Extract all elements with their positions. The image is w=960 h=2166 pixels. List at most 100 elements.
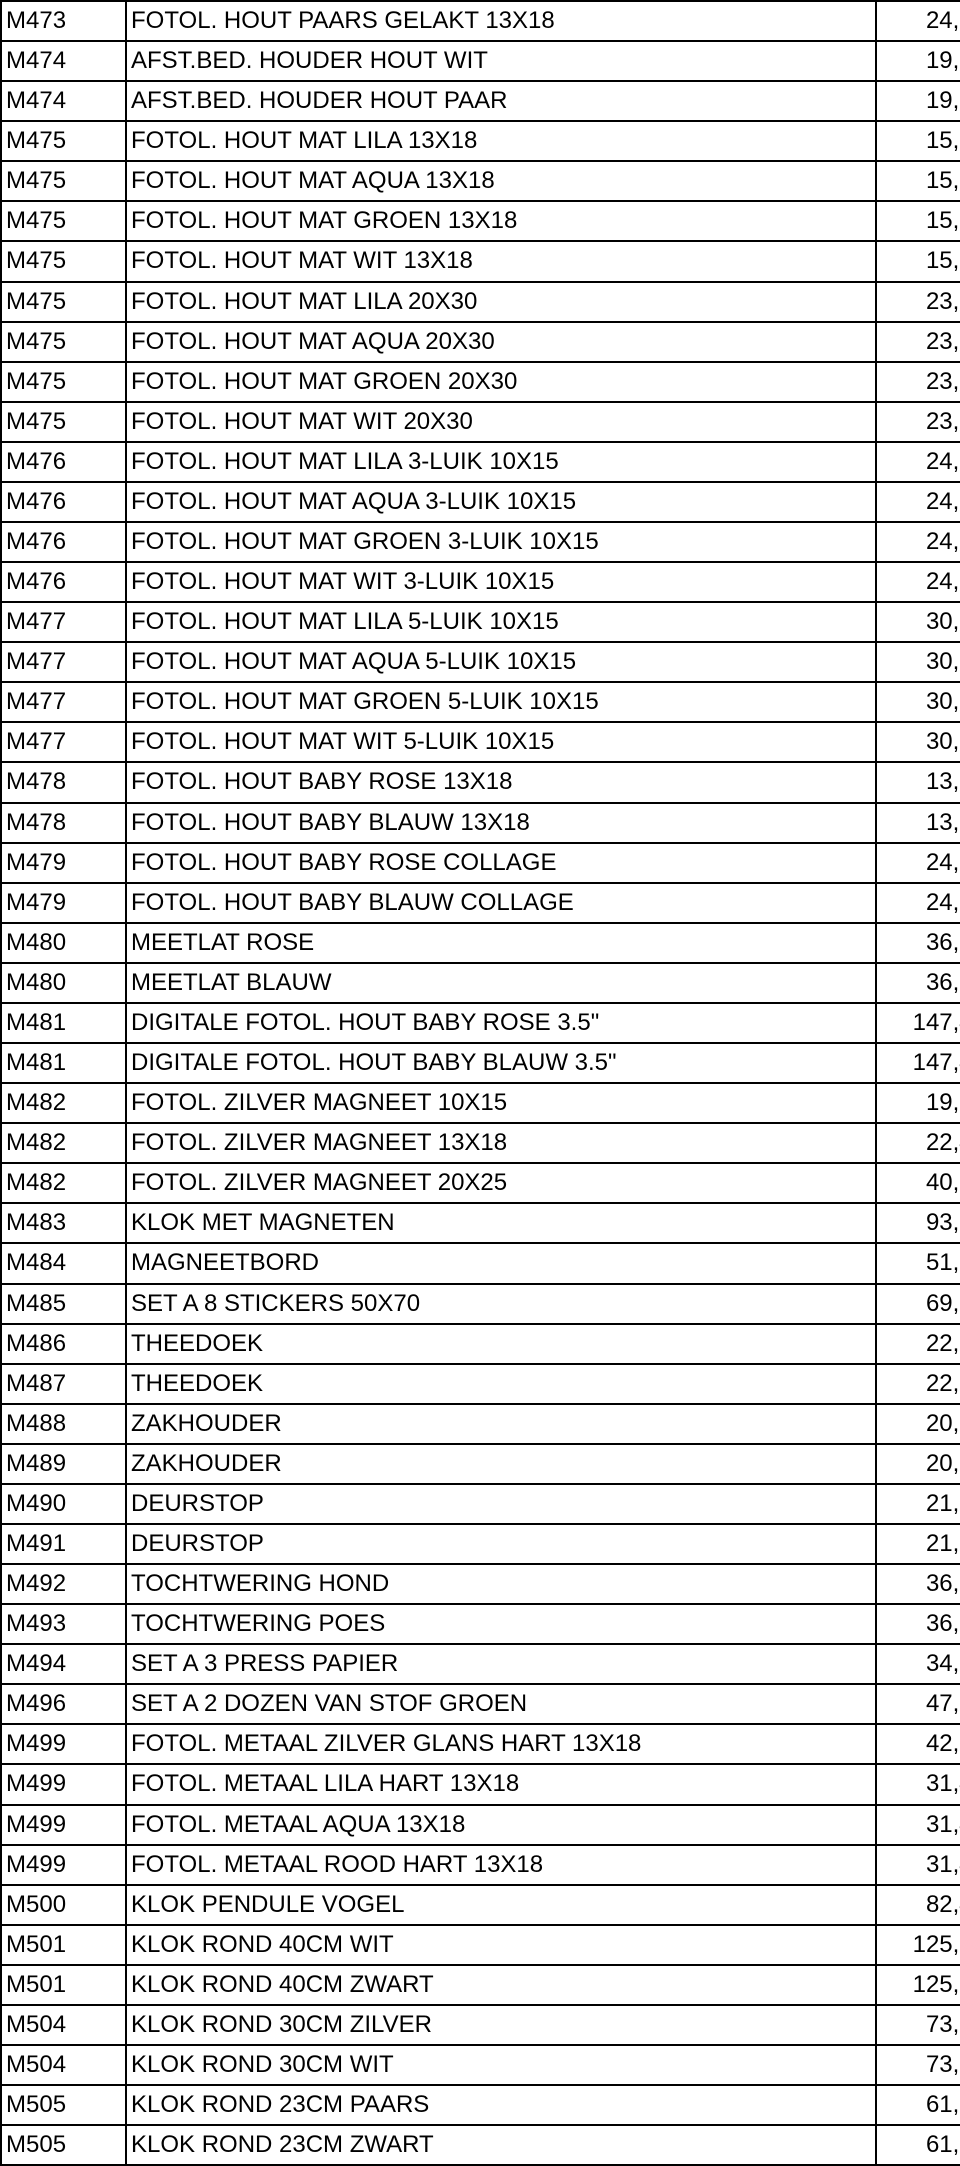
cell-price: 21,90 bbox=[876, 1524, 960, 1564]
cell-code: M492 bbox=[1, 1564, 126, 1604]
cell-desc: FOTOL. ZILVER MAGNEET 20X25 bbox=[126, 1163, 876, 1203]
table-row: M499FOTOL. METAAL LILA HART 13X1831,45 bbox=[1, 1764, 960, 1804]
cell-code: M501 bbox=[1, 1965, 126, 2005]
table-row: M475FOTOL. HOUT MAT AQUA 13X1815,05 bbox=[1, 161, 960, 201]
cell-price: 20,80 bbox=[876, 1404, 960, 1444]
cell-code: M505 bbox=[1, 2125, 126, 2165]
table-row: M490DEURSTOP21,90 bbox=[1, 1484, 960, 1524]
cell-price: 24,10 bbox=[876, 883, 960, 923]
table-row: M477FOTOL. HOUT MAT GROEN 5-LUIK 10X1530… bbox=[1, 682, 960, 722]
cell-code: M489 bbox=[1, 1444, 126, 1484]
cell-desc: FOTOL. ZILVER MAGNEET 13X18 bbox=[126, 1123, 876, 1163]
table-row: M488ZAKHOUDER20,80 bbox=[1, 1404, 960, 1444]
cell-desc: FOTOL. HOUT BABY BLAUW 13X18 bbox=[126, 803, 876, 843]
cell-price: 93,50 bbox=[876, 1203, 960, 1243]
cell-code: M475 bbox=[1, 322, 126, 362]
cell-code: M487 bbox=[1, 1364, 126, 1404]
cell-desc: THEEDOEK bbox=[126, 1324, 876, 1364]
cell-code: M490 bbox=[1, 1484, 126, 1524]
cell-code: M493 bbox=[1, 1604, 126, 1644]
cell-price: 24,30 bbox=[876, 522, 960, 562]
table-row: M475FOTOL. HOUT MAT LILA 20X3023,65 bbox=[1, 282, 960, 322]
cell-code: M491 bbox=[1, 1524, 126, 1564]
table-row: M480MEETLAT BLAUW36,85 bbox=[1, 963, 960, 1003]
cell-desc: FOTOL. HOUT BABY BLAUW COLLAGE bbox=[126, 883, 876, 923]
cell-price: 36,95 bbox=[876, 1604, 960, 1644]
table-row: M484MAGNEETBORD51,70 bbox=[1, 1243, 960, 1283]
cell-price: 21,90 bbox=[876, 1484, 960, 1524]
cell-desc: TOCHTWERING POES bbox=[126, 1604, 876, 1644]
cell-price: 13,30 bbox=[876, 803, 960, 843]
cell-code: M479 bbox=[1, 843, 126, 883]
cell-price: 73,90 bbox=[876, 2045, 960, 2085]
cell-code: M505 bbox=[1, 2085, 126, 2125]
cell-desc: FOTOL. HOUT MAT WIT 3-LUIK 10X15 bbox=[126, 562, 876, 602]
table-row: M489ZAKHOUDER20,80 bbox=[1, 1444, 960, 1484]
table-row: M475FOTOL. HOUT MAT GROEN 20X3023,65 bbox=[1, 362, 960, 402]
cell-code: M476 bbox=[1, 482, 126, 522]
cell-desc: FOTOL. HOUT MAT LILA 13X18 bbox=[126, 121, 876, 161]
cell-code: M482 bbox=[1, 1123, 126, 1163]
cell-price: 15,05 bbox=[876, 201, 960, 241]
cell-desc: DIGITALE FOTOL. HOUT BABY ROSE 3.5" bbox=[126, 1003, 876, 1043]
cell-price: 125,20 bbox=[876, 1925, 960, 1965]
table-row: M480MEETLAT ROSE36,85 bbox=[1, 923, 960, 963]
cell-code: M494 bbox=[1, 1644, 126, 1684]
cell-desc: SET A 8 STICKERS 50X70 bbox=[126, 1284, 876, 1324]
cell-desc: FOTOL. HOUT MAT GROEN 13X18 bbox=[126, 201, 876, 241]
table-row: M482FOTOL. ZILVER MAGNEET 13X1822,45 bbox=[1, 1123, 960, 1163]
cell-desc: KLOK ROND 40CM WIT bbox=[126, 1925, 876, 1965]
cell-price: 40,50 bbox=[876, 1163, 960, 1203]
cell-code: M486 bbox=[1, 1324, 126, 1364]
cell-price: 30,60 bbox=[876, 602, 960, 642]
cell-code: M477 bbox=[1, 642, 126, 682]
cell-code: M483 bbox=[1, 1203, 126, 1243]
cell-desc: KLOK ROND 23CM PAARS bbox=[126, 2085, 876, 2125]
table-row: M478FOTOL. HOUT BABY ROSE 13X1813,30 bbox=[1, 762, 960, 802]
cell-desc: KLOK ROND 30CM WIT bbox=[126, 2045, 876, 2085]
cell-desc: KLOK ROND 23CM ZWART bbox=[126, 2125, 876, 2165]
cell-price: 19,25 bbox=[876, 1083, 960, 1123]
cell-desc: THEEDOEK bbox=[126, 1364, 876, 1404]
cell-desc: MEETLAT BLAUW bbox=[126, 963, 876, 1003]
table-row: M492TOCHTWERING HOND36,95 bbox=[1, 1564, 960, 1604]
table-row: M481DIGITALE FOTOL. HOUT BABY ROSE 3.5"1… bbox=[1, 1003, 960, 1043]
table-row: M493TOCHTWERING POES36,95 bbox=[1, 1604, 960, 1644]
cell-desc: KLOK ROND 40CM ZWART bbox=[126, 1965, 876, 2005]
table-row: M499FOTOL. METAAL AQUA 13X1831,45 bbox=[1, 1805, 960, 1845]
cell-code: M475 bbox=[1, 402, 126, 442]
table-row: M474AFST.BED. HOUDER HOUT PAAR19,35 bbox=[1, 81, 960, 121]
cell-desc: SET A 2 DOZEN VAN STOF GROEN bbox=[126, 1684, 876, 1724]
cell-price: 51,70 bbox=[876, 1243, 960, 1283]
cell-price: 24,30 bbox=[876, 482, 960, 522]
table-row: M504KLOK ROND 30CM ZILVER73,90 bbox=[1, 2005, 960, 2045]
cell-price: 42,80 bbox=[876, 1724, 960, 1764]
cell-desc: AFST.BED. HOUDER HOUT PAAR bbox=[126, 81, 876, 121]
cell-price: 73,90 bbox=[876, 2005, 960, 2045]
table-row: M496SET A 2 DOZEN VAN STOF GROEN47,30 bbox=[1, 1684, 960, 1724]
table-row: M476FOTOL. HOUT MAT GROEN 3-LUIK 10X1524… bbox=[1, 522, 960, 562]
cell-desc: FOTOL. HOUT BABY ROSE COLLAGE bbox=[126, 843, 876, 883]
cell-code: M474 bbox=[1, 41, 126, 81]
cell-price: 23,65 bbox=[876, 362, 960, 402]
table-row: M479FOTOL. HOUT BABY ROSE COLLAGE24,10 bbox=[1, 843, 960, 883]
cell-desc: MEETLAT ROSE bbox=[126, 923, 876, 963]
cell-price: 47,30 bbox=[876, 1684, 960, 1724]
cell-desc: MAGNEETBORD bbox=[126, 1243, 876, 1283]
table-row: M475FOTOL. HOUT MAT AQUA 20X3023,65 bbox=[1, 322, 960, 362]
table-row: M477FOTOL. HOUT MAT WIT 5-LUIK 10X1530,6… bbox=[1, 722, 960, 762]
cell-desc: KLOK PENDULE VOGEL bbox=[126, 1885, 876, 1925]
table-row: M505KLOK ROND 23CM ZWART61,80 bbox=[1, 2125, 960, 2165]
cell-desc: FOTOL. HOUT BABY ROSE 13X18 bbox=[126, 762, 876, 802]
cell-desc: FOTOL. METAAL AQUA 13X18 bbox=[126, 1805, 876, 1845]
table-row: M475FOTOL. HOUT MAT GROEN 13X1815,05 bbox=[1, 201, 960, 241]
cell-desc: SET A 3 PRESS PAPIER bbox=[126, 1644, 876, 1684]
cell-code: M504 bbox=[1, 2045, 126, 2085]
cell-price: 13,30 bbox=[876, 762, 960, 802]
cell-desc: ZAKHOUDER bbox=[126, 1444, 876, 1484]
cell-price: 61,80 bbox=[876, 2125, 960, 2165]
cell-desc: FOTOL. HOUT MAT WIT 13X18 bbox=[126, 241, 876, 281]
table-row: M477FOTOL. HOUT MAT LILA 5-LUIK 10X1530,… bbox=[1, 602, 960, 642]
cell-desc: FOTOL. HOUT PAARS GELAKT 13X18 bbox=[126, 1, 876, 41]
cell-code: M478 bbox=[1, 803, 126, 843]
